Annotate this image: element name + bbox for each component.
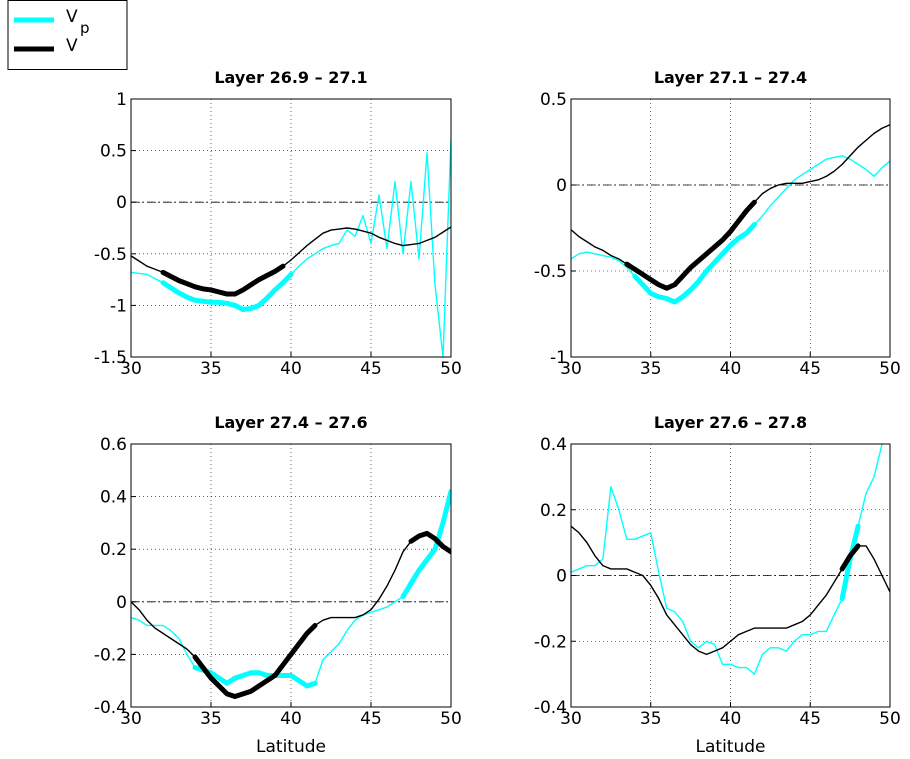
series-line-thick [160,263,286,297]
x-tick-label: 40 [720,709,742,729]
series-line-thick [839,543,861,572]
y-tick-label: 0.2 [100,540,127,560]
x-tick-label: 45 [360,359,382,379]
x-tick-label: 35 [200,709,222,729]
panel-title: Layer 27.4 – 27.6 [214,413,367,432]
x-tick-label: 30 [120,359,142,379]
y-tick-label: 0.5 [540,90,567,110]
y-tick-label: 1 [116,90,127,110]
x-tick-label: 40 [280,709,302,729]
series-line-thick [160,271,294,313]
y-tick-label: 0 [556,567,567,587]
x-tick-label: 45 [799,359,821,379]
y-tick-label: 0.5 [100,142,127,162]
series-line [571,525,890,656]
y-tick-label: -0.5 [94,245,127,265]
series-line-thick [192,622,318,699]
panel-title: Layer 27.1 – 27.4 [654,68,807,87]
x-tick-label: 50 [440,709,462,729]
y-tick-label: -0.4 [534,698,567,718]
x-tick-label: 30 [120,709,142,729]
x-tick-label: 50 [440,359,462,379]
x-tick-label: 50 [879,709,901,729]
y-tick-label: 0.6 [100,435,127,455]
panel-title: Layer 26.9 – 27.1 [214,68,367,87]
legend-label: V [66,36,78,56]
y-tick-label: 0 [116,593,127,613]
x-tick-label: 30 [560,359,582,379]
axes-box [130,443,452,708]
x-tick-label: 35 [640,709,662,729]
series-line-thick [192,665,318,689]
y-tick-label: 0.4 [100,488,127,508]
plot-area [571,444,890,707]
y-tick-label: -0.4 [94,698,127,718]
x-axis-label: Latitude [256,737,326,757]
y-tick-label: -0.5 [534,262,567,282]
series-line-thick [624,199,757,291]
y-tick-label: -0.2 [534,632,567,652]
panel-title: Layer 27.6 – 27.8 [654,413,807,432]
x-tick-label: 40 [720,359,742,379]
y-tick-label: -0.2 [94,645,127,665]
y-tick-label: -1 [550,348,567,368]
x-tick-label: 45 [799,709,821,729]
legend-box [7,0,128,70]
x-tick-label: 50 [879,359,901,379]
x-tick-label: 45 [360,709,382,729]
series-line-thick [400,488,451,600]
y-tick-label: 0.4 [540,435,567,455]
x-axis-label: Latitude [696,737,766,757]
y-tick-label: 0 [116,193,127,213]
y-tick-label: 0 [556,176,567,196]
axes-box [570,98,891,358]
legend-label: V [66,7,78,27]
x-tick-label: 40 [280,359,302,379]
series-line-thick [632,222,757,305]
y-tick-label: 0.2 [540,501,567,521]
series-line [571,443,883,675]
x-tick-label: 30 [560,709,582,729]
plot-area [131,444,451,707]
y-tick-label: -1 [110,296,127,316]
x-tick-label: 35 [200,359,222,379]
legend-subscript: p [80,19,90,37]
y-tick-label: -1.5 [94,348,127,368]
x-tick-label: 35 [640,359,662,379]
axes-box [130,98,452,358]
series-line-thick [408,530,451,555]
axes-box [570,443,891,708]
